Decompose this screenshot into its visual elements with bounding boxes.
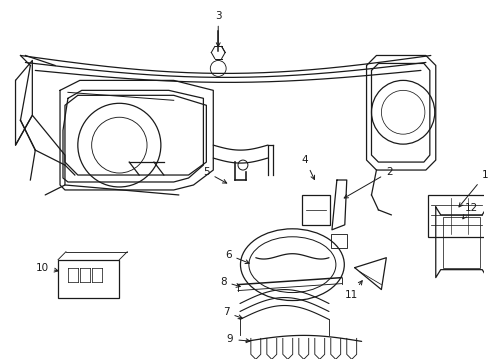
Text: 4: 4 — [301, 155, 314, 180]
Text: 2: 2 — [344, 167, 392, 198]
Text: 6: 6 — [224, 250, 249, 264]
Text: 8: 8 — [220, 276, 240, 287]
Text: 3: 3 — [215, 11, 221, 47]
Bar — [442, 217, 479, 268]
Text: 11: 11 — [345, 281, 362, 300]
Text: 5: 5 — [203, 167, 226, 183]
Text: 12: 12 — [462, 203, 477, 219]
Text: 1: 1 — [458, 170, 488, 207]
Bar — [58, 260, 119, 298]
Bar — [330, 234, 346, 248]
Bar — [427, 195, 484, 237]
Bar — [302, 195, 329, 225]
Text: 10: 10 — [36, 263, 58, 273]
Text: 9: 9 — [226, 334, 249, 345]
Text: 7: 7 — [223, 307, 242, 319]
